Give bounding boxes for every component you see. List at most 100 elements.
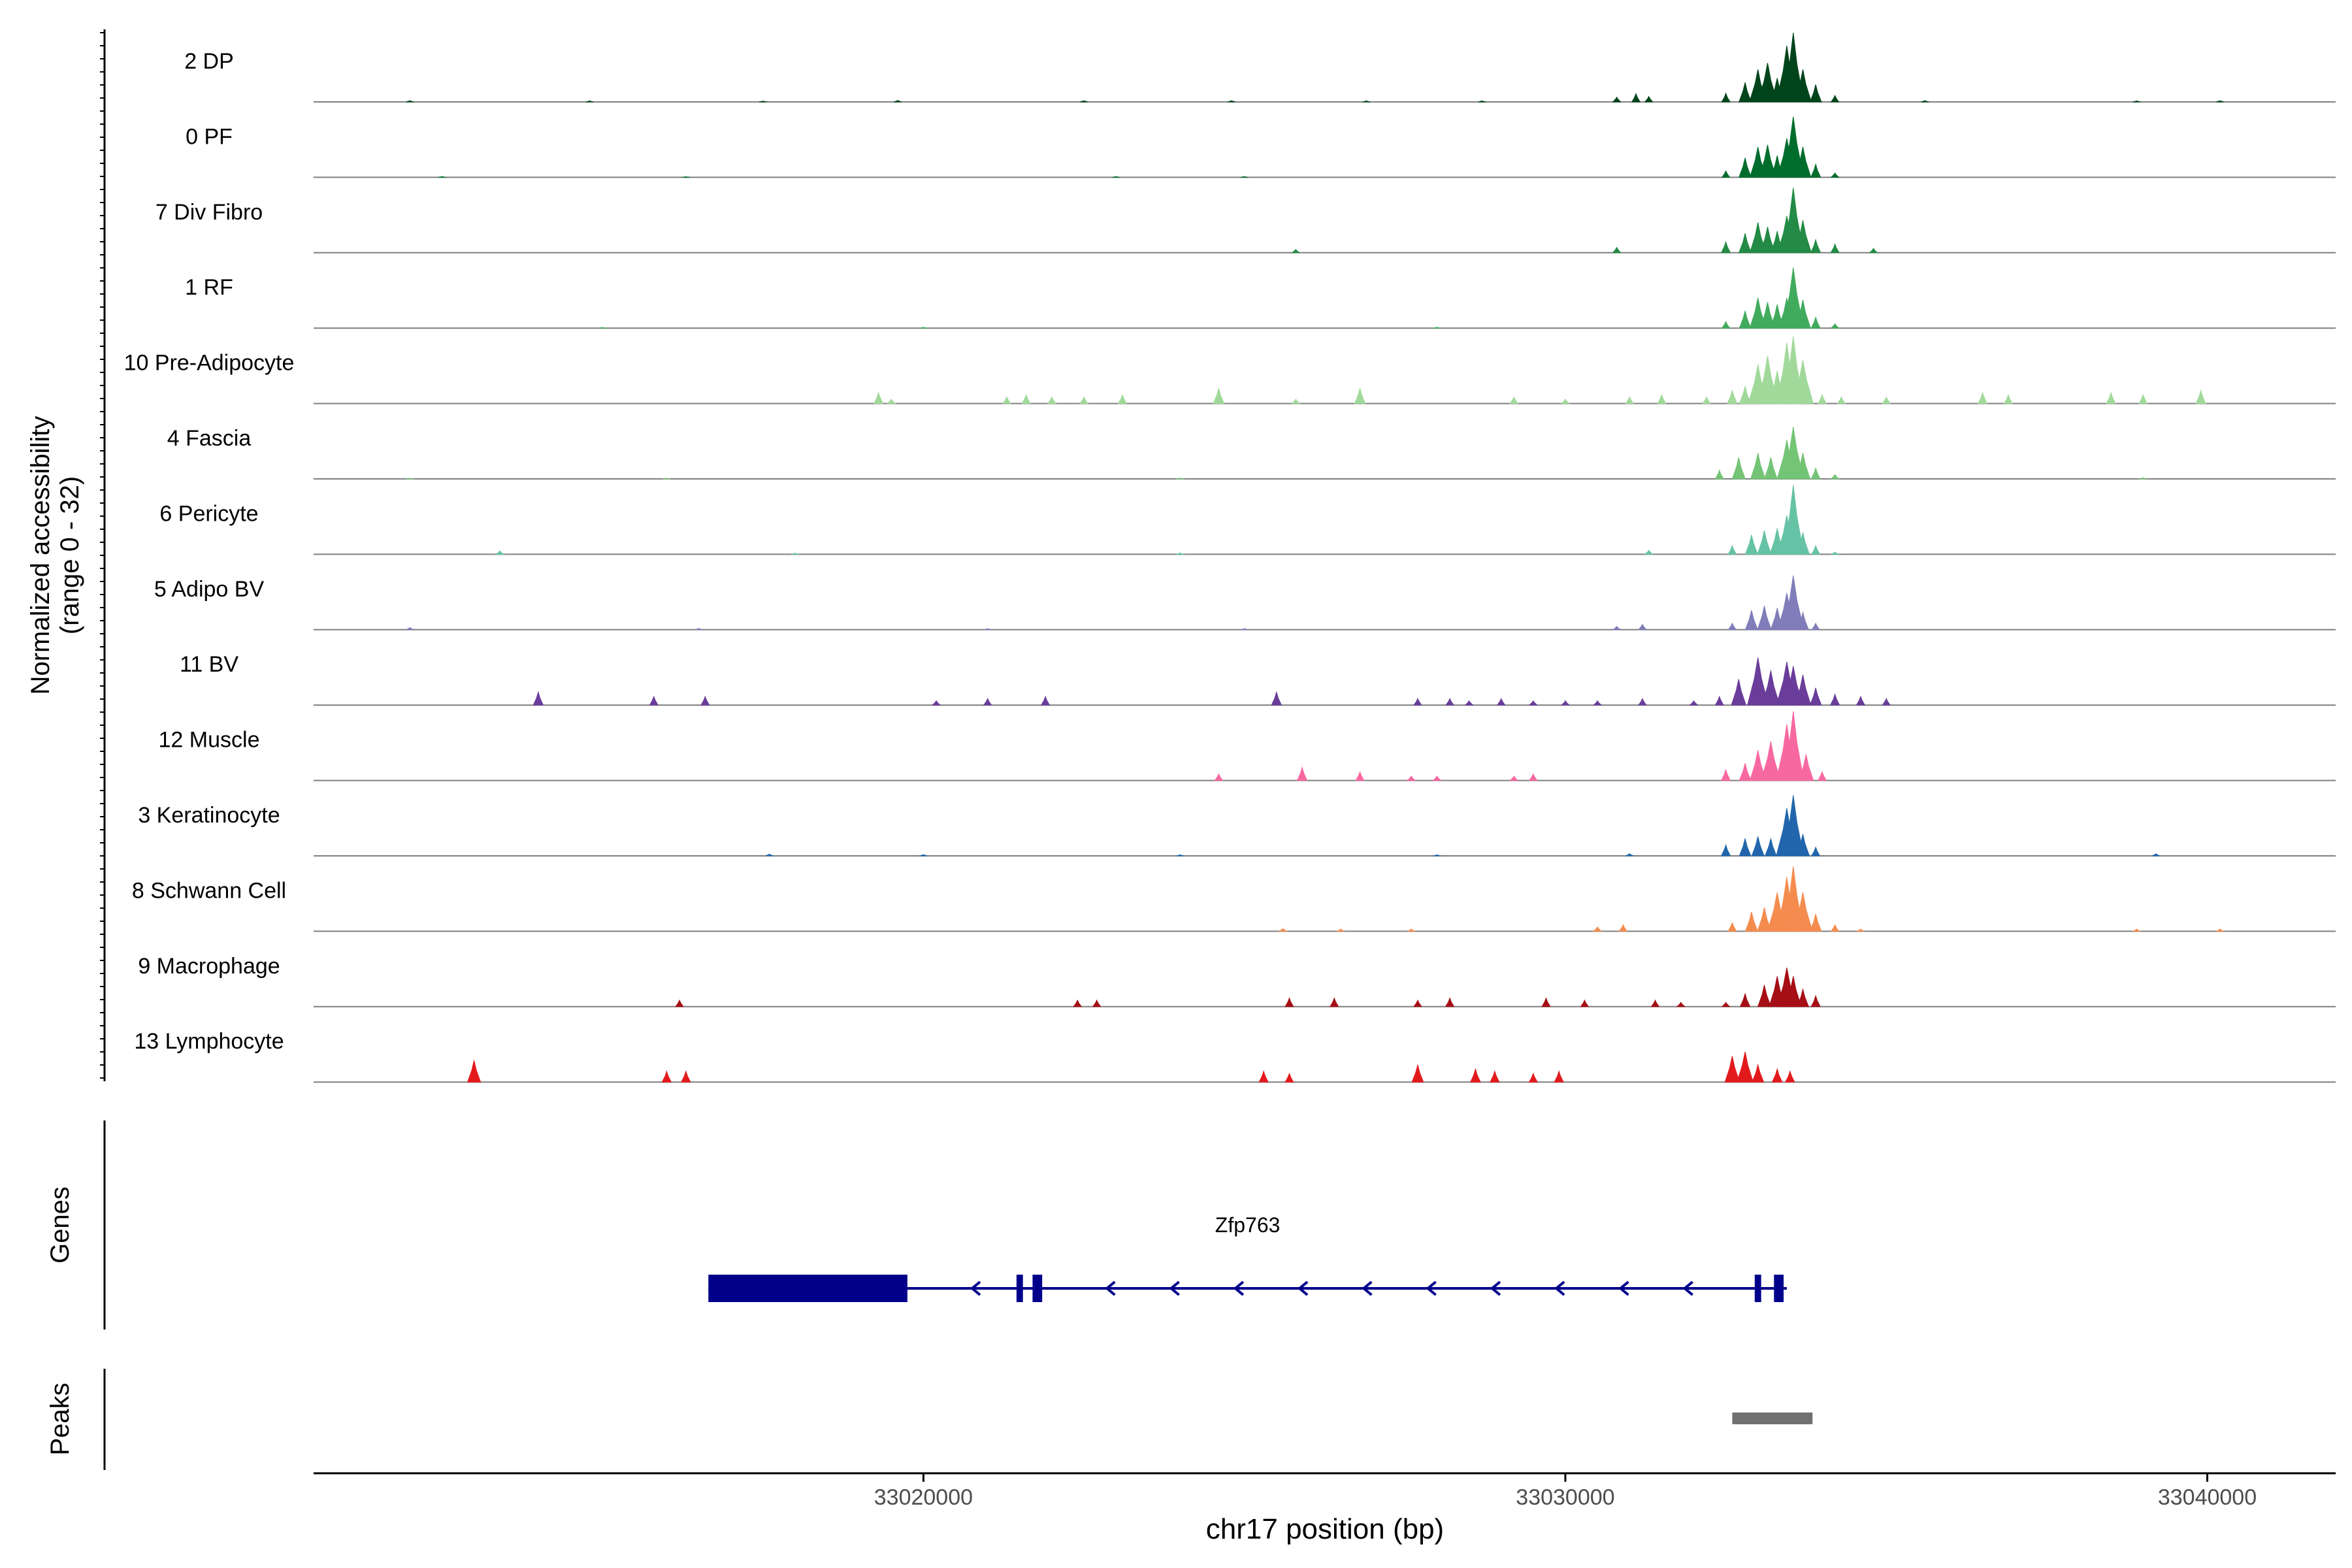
coverage-bin-9-macrophage-10 [1676, 1002, 1686, 1007]
coverage-bin-0-pf-13 [1830, 172, 1840, 178]
coverage-bin-0-pf-2 [1112, 176, 1120, 178]
coverage-bin-2-dp-5 [1227, 100, 1236, 103]
coverage-bin-11-bv-13 [1592, 700, 1603, 706]
coverage-bin-10-pre-adipocyte-15 [1727, 389, 1738, 404]
coverage-bin-11-bv-2 [700, 695, 710, 706]
coverage-bin-5-adipo-bv-8 [1757, 606, 1772, 630]
coverage-bin-6-pericyte-0 [495, 550, 505, 555]
track-12-muscle: 12 Muscle [159, 711, 2336, 781]
track-label-11-bv: 11 BV [180, 652, 238, 677]
track-label-9-macrophage: 9 Macrophage [138, 954, 280, 979]
track-label-12-muscle: 12 Muscle [159, 728, 260, 753]
gene-name-label: Zfp763 [1215, 1213, 1281, 1237]
track-8-schwann-cell: 8 Schwann Cell [132, 866, 2336, 932]
coverage-bin-13-lymphocyte-14 [1785, 1070, 1795, 1083]
coverage-bin-5-adipo-bv-12 [1796, 611, 1810, 630]
track-7-div-fibro: 7 Div Fibro [155, 188, 2336, 253]
coverage-bin-2-dp-10 [1644, 95, 1654, 103]
coverage-bin-9-macrophage-2 [1092, 999, 1102, 1007]
coverage-bin-13-lymphocyte-7 [1490, 1070, 1500, 1083]
coverage-bin-2-dp-22 [2132, 100, 2141, 103]
coverage-bin-2-dp-20 [1830, 94, 1840, 103]
coverage-bin-10-pre-adipocyte-3 [1021, 393, 1031, 404]
coverage-bin-13-lymphocyte-9 [1554, 1070, 1564, 1083]
coverage-bin-4-fascia-6 [1763, 457, 1778, 480]
coverage-bin-12-muscle-14 [1817, 770, 1827, 781]
coverage-ylabel-line1: Normalized accessibility [26, 416, 55, 695]
coverage-bin-8-schwann-cell-13 [1830, 924, 1840, 932]
track-label-10-pre-adipocyte: 10 Pre-Adipocyte [124, 351, 295, 376]
coverage-bin-4-fascia-1 [662, 478, 671, 480]
coverage-bin-5-adipo-bv-7 [1744, 610, 1759, 630]
coverage-bin-10-pre-adipocyte-27 [2003, 393, 2014, 404]
coverage-bin-4-fascia-5 [1750, 453, 1766, 480]
track-9-macrophage: 9 Macrophage [138, 954, 2336, 1007]
coverage-bin-3-keratinocyte-3 [1433, 854, 1441, 857]
coverage-bin-6-pericyte-6 [1757, 530, 1772, 555]
coverage-bin-10-pre-adipocyte-28 [2106, 391, 2116, 404]
coverage-bin-11-bv-10 [1496, 698, 1506, 706]
track-10-pre-adipocyte: 10 Pre-Adipocyte [124, 336, 2336, 404]
x-tick-label-0: 33020000 [874, 1485, 973, 1510]
gene-strand-arrow-9 [1618, 1281, 1629, 1296]
coverage-bin-2-dp-9 [1631, 93, 1641, 103]
x-axis-ticks: 33020000 33030000 33040000 [874, 1473, 2257, 1510]
coverage-bin-13-lymphocyte-12 [1752, 1063, 1765, 1083]
track-3-keratinocyte: 3 Keratinocyte [138, 795, 2336, 857]
gene-strand-arrow-6 [1426, 1281, 1437, 1296]
coverage-bin-11-bv-3 [931, 700, 941, 706]
coverage-bin-9-macrophage-17 [1796, 988, 1810, 1007]
coverage-bin-2-dp-19 [1809, 84, 1822, 103]
coverage-bin-12-muscle-0 [1214, 773, 1224, 781]
coverage-bin-3-keratinocyte-0 [765, 853, 774, 857]
coverage-bin-10-pre-adipocyte-5 [1079, 396, 1088, 404]
coverage-bin-10-pre-adipocyte-1 [887, 399, 896, 404]
coverage-bin-6-pericyte-3 [1644, 549, 1654, 555]
track-11-bv: 11 BV [180, 652, 2336, 706]
coverage-bin-11-bv-7 [1413, 698, 1422, 706]
coverage-bin-9-macrophage-18 [1810, 994, 1821, 1007]
coverage-bin-11-bv-15 [1689, 700, 1699, 706]
coverage-bin-11-bv-23 [1809, 687, 1822, 706]
coverage-bin-8-schwann-cell-2 [1407, 928, 1416, 932]
coverage-bin-4-fascia-9 [1795, 453, 1811, 480]
coverage-bin-12-muscle-4 [1432, 776, 1442, 781]
coverage-bin-2-dp-11 [1721, 92, 1731, 103]
coverage-bin-1-rf-11 [1810, 316, 1821, 329]
track-label-13-lymphocyte: 13 Lymphocyte [134, 1029, 284, 1054]
coverage-bin-11-bv-5 [1040, 695, 1051, 706]
coverage-bin-7-div-fibro-10 [1810, 238, 1821, 253]
track-label-6-pericyte: 6 Pericyte [159, 501, 258, 526]
coverage-bin-13-lymphocyte-3 [1258, 1070, 1269, 1083]
coverage-bin-4-fascia-2 [1176, 478, 1184, 480]
coverage-bin-8-schwann-cell-6 [1744, 911, 1759, 932]
coverage-bin-9-macrophage-6 [1445, 997, 1455, 1007]
coverage-bin-12-muscle-13 [1798, 754, 1814, 781]
coverage-bin-8-schwann-cell-0 [1277, 928, 1288, 932]
gene-strand-arrow-0 [970, 1281, 981, 1296]
coverage-bin-9-macrophage-9 [1650, 999, 1660, 1007]
coverage-bin-11-bv-16 [1714, 695, 1724, 706]
coverage-bin-11-bv-9 [1464, 700, 1474, 706]
track-2-dp: 2 DP [184, 32, 2336, 103]
coverage-bin-2-dp-23 [2215, 100, 2225, 103]
coverage-bin-9-macrophage-8 [1580, 999, 1590, 1007]
coverage-bin-13-lymphocyte-6 [1470, 1068, 1481, 1083]
x-axis-title: chr17 position (bp) [1206, 1513, 1444, 1545]
coverage-bin-3-keratinocyte-6 [1739, 838, 1752, 857]
coverage-bin-10-pre-adipocyte-6 [1117, 393, 1128, 404]
coverage-bin-5-adipo-bv-2 [983, 628, 992, 630]
coverage-bin-3-keratinocyte-1 [919, 854, 928, 857]
coverage-bin-2-dp-21 [1921, 100, 1929, 103]
coverage-bin-10-pre-adipocyte-7 [1213, 387, 1225, 404]
coverage-bin-2-dp-18 [1793, 69, 1812, 103]
track-label-0-pf: 0 PF [186, 124, 233, 149]
coverage-bin-11-bv-0 [532, 691, 544, 706]
coverage-bin-10-pre-adipocyte-10 [1509, 396, 1519, 404]
coverage-bin-3-keratinocyte-13 [2151, 853, 2161, 857]
coverage-bin-7-div-fibro-0 [1290, 249, 1301, 253]
x-tick-label-2: 33040000 [2158, 1485, 2257, 1510]
coverage-bin-4-fascia-12 [2139, 477, 2148, 480]
coverage-bin-10-pre-adipocyte-9 [1354, 387, 1366, 404]
coverage-bin-5-adipo-bv-1 [694, 628, 703, 630]
